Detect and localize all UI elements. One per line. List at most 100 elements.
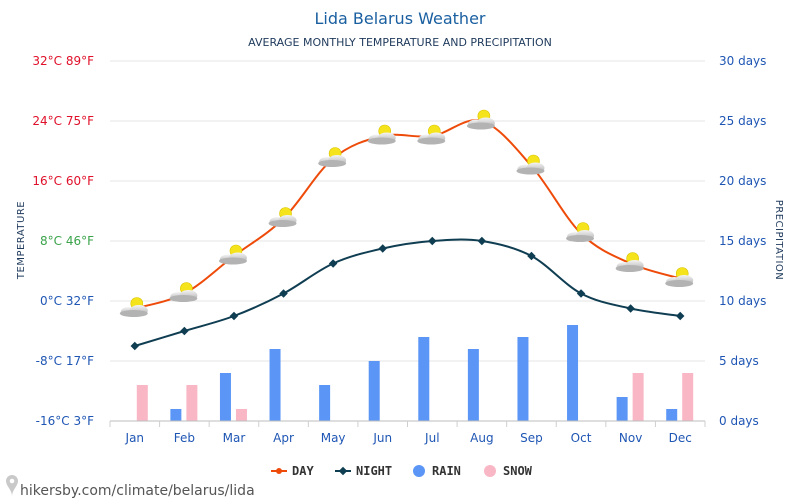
snow-bar	[682, 373, 694, 421]
cloud-shape	[169, 295, 198, 302]
rain-bar	[616, 397, 628, 421]
rain-bar	[219, 373, 231, 421]
x-tick-label: Jun	[372, 431, 392, 445]
legend-label: SNOW	[503, 464, 533, 478]
chart-subtitle: AVERAGE MONTHLY TEMPERATURE AND PRECIPIT…	[248, 36, 552, 49]
y2-tick-label: 15 days	[719, 234, 766, 248]
cloud-shape	[318, 160, 347, 167]
x-tick-label: May	[321, 431, 346, 445]
y-tick-label: 8°C 46°F	[40, 234, 94, 248]
legend-marker	[338, 466, 348, 476]
rain-bar	[517, 337, 529, 421]
rain-bar	[567, 325, 579, 421]
partly-cloudy-icon	[169, 282, 198, 302]
x-tick-label: Feb	[174, 431, 195, 445]
partly-cloudy-icon	[367, 124, 396, 145]
x-tick-label: Dec	[669, 431, 692, 445]
x-tick-label: Nov	[619, 431, 642, 445]
y2-tick-label: 20 days	[719, 174, 766, 188]
y2-tick-label: 10 days	[719, 294, 766, 308]
legend-swatch	[484, 465, 496, 477]
legend-item-snow: SNOW	[484, 464, 533, 478]
partly-cloudy-icon	[466, 109, 495, 130]
partly-cloudy-icon	[417, 124, 446, 145]
night-point	[279, 289, 288, 298]
rain-bar	[170, 409, 182, 421]
legend-item-night: NIGHT	[335, 464, 392, 478]
rain-bar	[666, 409, 678, 421]
night-point	[428, 236, 437, 246]
weather-icons	[119, 109, 694, 317]
rain-bar	[368, 361, 380, 421]
legend-label: NIGHT	[356, 464, 392, 478]
grid-lines	[110, 60, 705, 422]
cloud-shape	[615, 265, 644, 272]
cloud-shape	[516, 167, 545, 175]
snow-bar	[186, 385, 198, 421]
legend-swatch	[413, 465, 425, 477]
night-point	[675, 311, 685, 321]
cloud-shape	[417, 137, 446, 145]
day-line	[134, 119, 681, 310]
y-tick-label: 0°C 32°F	[40, 294, 94, 308]
partly-cloudy-icon	[665, 267, 694, 287]
x-tick-label: Aug	[470, 431, 493, 445]
night-point	[626, 304, 635, 313]
precipitation-bars	[136, 325, 694, 421]
night-point	[378, 244, 387, 253]
partly-cloudy-icon	[218, 244, 247, 265]
night-point	[229, 311, 239, 321]
y2-tick-label: 0 days	[719, 414, 759, 428]
partly-cloudy-icon	[615, 252, 644, 272]
cloud-shape	[268, 220, 297, 227]
source-link[interactable]: hikersby.com/climate/belarus/lida	[6, 475, 255, 499]
y2-tick-label: 5 days	[719, 354, 759, 368]
rain-bar	[319, 385, 331, 421]
partly-cloudy-icon	[516, 154, 545, 175]
temperature-lines	[130, 119, 685, 351]
cloud-shape	[367, 137, 396, 145]
cloud-shape	[218, 257, 247, 265]
x-tick-label: Oct	[571, 431, 592, 445]
month-axis: Jan Feb Mar Apr May Jun Jul Aug Sep Oct Nov Dec	[109, 420, 706, 445]
y-tick-label: -16°C 3°F	[36, 414, 94, 428]
rain-bar	[418, 337, 430, 421]
snow-bar	[235, 409, 247, 421]
night-point	[130, 341, 140, 351]
y-tick-label: -8°C 17°F	[36, 354, 94, 368]
partly-cloudy-icon	[566, 222, 595, 242]
source-text: hikersby.com/climate/belarus/lida	[20, 483, 255, 499]
legend: DAY NIGHT RAIN SNOW	[271, 464, 533, 478]
legend-label: RAIN	[432, 464, 461, 478]
night-point	[477, 236, 487, 246]
legend-item-day: DAY	[271, 464, 314, 478]
partly-cloudy-icon	[268, 207, 297, 227]
night-point	[180, 326, 189, 336]
rain-bar	[467, 349, 479, 421]
x-tick-label: Jan	[125, 431, 145, 445]
partly-cloudy-icon	[119, 297, 148, 317]
temperature-axis: -16°C 3°F -8°C 17°F 0°C 32°F 8°C 46°F 16°C 6…	[32, 54, 94, 428]
partly-cloudy-icon	[318, 147, 347, 167]
y-tick-label: 24°C 75°F	[32, 114, 94, 128]
night-point	[576, 289, 586, 298]
rain-bar	[269, 349, 281, 421]
x-tick-label: Mar	[223, 431, 246, 445]
location-pin-icon	[6, 475, 18, 496]
x-tick-label: Sep	[520, 431, 543, 445]
y-tick-label: 32°C 89°F	[32, 54, 94, 68]
y2-tick-label: 25 days	[719, 114, 766, 128]
y2-axis-title: PRECIPITATION	[773, 200, 784, 281]
legend-item-rain: RAIN	[413, 464, 461, 478]
night-point	[328, 259, 338, 268]
night-line	[134, 238, 681, 347]
night-point	[527, 251, 536, 261]
legend-label: DAY	[292, 464, 314, 478]
y-tick-label: 16°C 60°F	[32, 174, 94, 188]
cloud-shape	[466, 122, 495, 130]
cloud-shape	[119, 310, 148, 317]
precipitation-axis: 0 days 5 days 10 days 15 days 20 days 25 days…	[719, 54, 766, 428]
y-axis-title: TEMPERATURE	[16, 201, 27, 280]
cloud-shape	[665, 280, 694, 287]
